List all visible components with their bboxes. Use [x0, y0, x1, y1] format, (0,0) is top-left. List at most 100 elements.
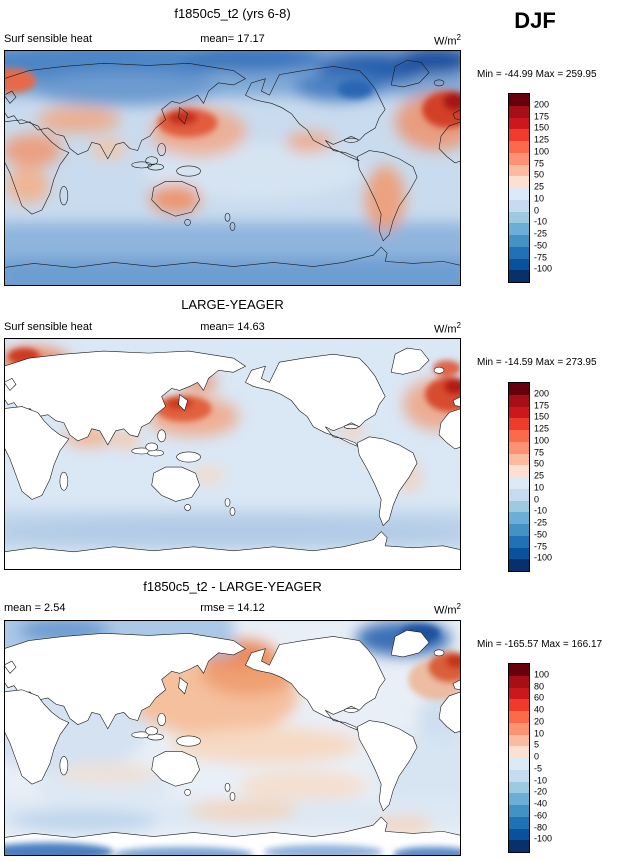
panel3-header: mean = 2.54 rmse = 14.12 W/m2: [4, 602, 461, 617]
colorbar-segment: [509, 199, 529, 212]
colorbar-segment: [509, 246, 529, 259]
colorbar-segment: [509, 734, 529, 747]
map-model: [4, 50, 461, 286]
colorbar-segment: [509, 488, 529, 501]
colorbar-segment: [509, 394, 529, 407]
panel1-title: f1850c5_t2 (yrs 6-8): [174, 6, 291, 21]
colorbar-segment: [509, 406, 529, 419]
colorbar-tick-label: 50: [534, 458, 545, 469]
colorbar-tick-label: 0: [534, 751, 540, 762]
colorbar-segment: [509, 176, 529, 188]
colorbar-segment: [509, 430, 529, 442]
colorbar-tick-label: 40: [534, 704, 545, 715]
panel2-title: LARGE-YEAGER: [181, 297, 284, 312]
panel2-minmax: Min = -14.59 Max = 273.95: [477, 357, 597, 368]
panel2-colorbar: 200 175 150 125 100 75 50 25 10 0 -10 -25 -50 -75 -100: [508, 382, 568, 572]
colorbar-tick-label: -20: [534, 786, 548, 797]
colorbar-tick-label: 100: [534, 435, 550, 446]
colorbar-segment: [509, 687, 529, 700]
colorbar-segment: [509, 840, 529, 852]
colorbar-tick-label: 80: [534, 681, 545, 691]
colorbar-segment: [509, 535, 529, 548]
panel3-mean: mean = 2.54: [4, 602, 66, 614]
colorbar-segment: [509, 223, 529, 235]
colorbar-segment: [509, 211, 529, 224]
colorbar-segment: [509, 758, 529, 770]
colorbar-tick-label: 10: [534, 482, 545, 493]
colorbar-segment: [509, 465, 529, 477]
colorbar-segment: [509, 418, 529, 430]
colorbar-tick-label: 20: [534, 716, 545, 727]
colorbar-tick-label: 175: [534, 111, 550, 121]
colorbar-segment: [509, 383, 529, 395]
colorbar-segment: [509, 117, 529, 130]
map-observations: [4, 338, 461, 570]
colorbar-tick-label: 200: [534, 99, 550, 110]
colorbar-tick-label: -10: [534, 505, 548, 516]
colorbar-tick-label: 0: [534, 205, 540, 215]
colorbar-tick-label: 60: [534, 692, 545, 703]
colorbar-tick-label: -100: [534, 263, 553, 274]
panel2-units: W/m2: [433, 321, 461, 336]
colorbar-segment: [509, 441, 529, 454]
colorbar-tick-label: -25: [534, 517, 548, 528]
colorbar-bar: [508, 382, 530, 572]
colorbar-tick-label: -5: [534, 763, 543, 774]
colorbar-segment: [509, 188, 529, 200]
colorbar-segment: [509, 258, 529, 271]
panel3-rmse: rmse = 14.12: [200, 602, 265, 614]
colorbar-segment: [509, 94, 529, 106]
colorbar-tick-label: 150: [534, 411, 550, 422]
colorbar-tick-label: 75: [534, 158, 545, 168]
colorbar-tick-label: -10: [534, 775, 548, 785]
colorbar-segment: [509, 152, 529, 165]
panel3-minmax: Min = -165.57 Max = 166.17: [477, 639, 603, 650]
colorbar-tick-label: 100: [534, 146, 550, 157]
panel1-minmax: Min = -44.99 Max = 259.95: [477, 69, 597, 80]
colorbar-tick-label: -75: [534, 541, 548, 551]
colorbar-bar: [508, 663, 530, 853]
map-difference: [4, 620, 461, 856]
colorbar-segment: [509, 270, 529, 282]
colorbar-segment: [509, 129, 529, 141]
colorbar-tick-label: -80: [534, 822, 548, 832]
colorbar-tick-label: 5: [534, 739, 540, 750]
season-label: DJF: [514, 8, 556, 33]
colorbar-bar: [508, 93, 530, 283]
colorbar-tick-label: 0: [534, 494, 540, 504]
colorbar-tick-label: 75: [534, 447, 545, 457]
colorbar-segment: [509, 711, 529, 723]
colorbar-tick-label: 25: [534, 470, 545, 481]
colorbar-segment: [509, 828, 529, 841]
colorbar-tick-label: -40: [534, 798, 548, 809]
panel2-mean: mean= 14.63: [200, 321, 265, 333]
panel1-units: W/m2: [433, 33, 461, 48]
colorbar-tick-label: 100: [534, 669, 550, 680]
colorbar-tick-label: -50: [534, 240, 548, 251]
colorbar-tick-label: 25: [534, 181, 545, 192]
colorbar-tick-label: 125: [534, 423, 550, 434]
colorbar-segment: [509, 781, 529, 794]
colorbar-tick-label: 150: [534, 122, 550, 133]
colorbar-segment: [509, 141, 529, 153]
panel3-title: f1850c5_t2 - LARGE-YEAGER: [143, 579, 322, 594]
panel1-field-label: Surf sensible heat: [4, 33, 93, 45]
colorbar-segment: [509, 664, 529, 676]
colorbar-segment: [509, 477, 529, 489]
colorbar-tick-label: 200: [534, 388, 550, 399]
panel1-header: Surf sensible heat mean= 17.17 W/m2: [4, 33, 461, 48]
colorbar-tick-label: 10: [534, 193, 545, 204]
colorbar-segment: [509, 453, 529, 466]
colorbar-tick-label: 10: [534, 728, 545, 738]
panel2-field-label: Surf sensible heat: [4, 321, 93, 333]
colorbar-segment: [509, 769, 529, 782]
colorbar-segment: [509, 793, 529, 805]
colorbar-segment: [509, 164, 529, 177]
colorbar-tick-label: 175: [534, 400, 550, 410]
colorbar-segment: [509, 547, 529, 560]
colorbar-tick-label: -60: [534, 810, 548, 821]
colorbar-segment: [509, 559, 529, 571]
panel3-units: W/m2: [433, 602, 461, 617]
panel2-header: Surf sensible heat mean= 14.63 W/m2: [4, 321, 461, 336]
